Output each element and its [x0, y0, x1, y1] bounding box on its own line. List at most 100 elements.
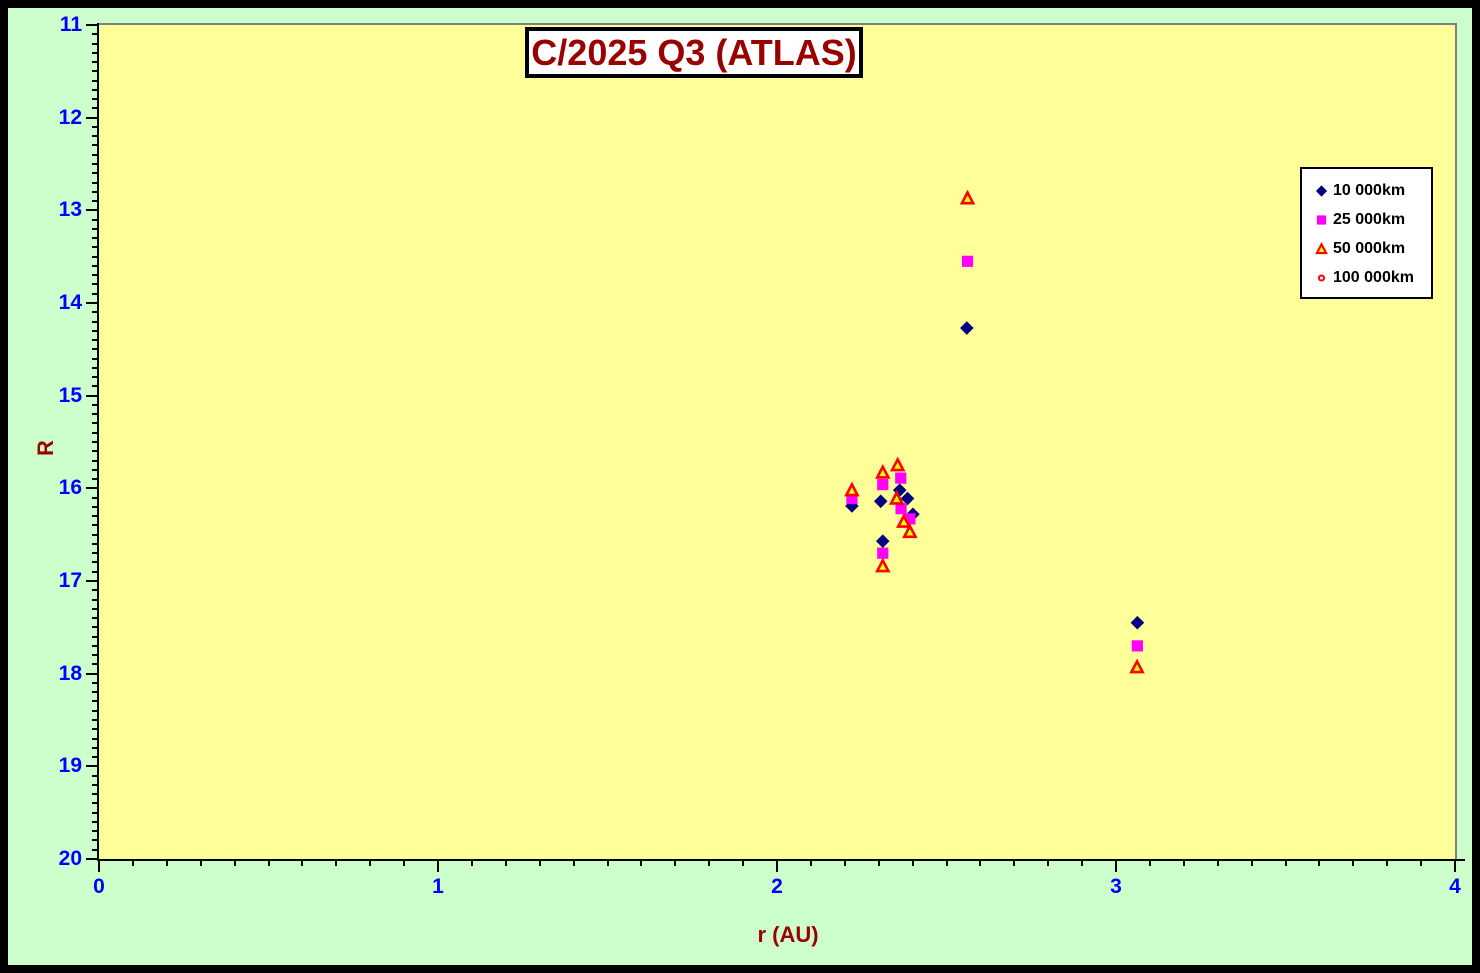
marker-square [877, 547, 889, 559]
tick-mark [92, 681, 97, 684]
tick-mark [92, 783, 97, 786]
tick-mark [92, 542, 97, 545]
tick-mark [1182, 861, 1185, 866]
tick-mark [92, 644, 97, 647]
marker-triangle [1315, 241, 1328, 255]
tick-mark [708, 861, 711, 866]
marker-triangle [1129, 658, 1145, 674]
tick-mark [470, 861, 473, 866]
tick-mark [86, 858, 97, 860]
y-tick-label: 12 [58, 105, 82, 129]
legend-item-10000km: 10 000km [1302, 176, 1431, 205]
marker-triangle [875, 463, 891, 479]
triangle-icon [1315, 241, 1328, 255]
tick-mark [92, 515, 97, 518]
tick-mark [92, 200, 97, 203]
tick-mark [911, 861, 914, 866]
tick-mark [92, 320, 97, 323]
circle-icon [1317, 274, 1326, 282]
tick-mark [92, 413, 97, 416]
tick-mark [538, 861, 541, 866]
tick-mark [92, 505, 97, 508]
y-tick-label: 17 [58, 569, 82, 592]
tick-mark [92, 570, 97, 573]
marker-circle [1317, 274, 1326, 282]
tick-mark [86, 765, 97, 768]
y-axis-line [97, 23, 99, 861]
tick-mark [1216, 861, 1219, 866]
tick-mark [979, 861, 982, 866]
y-tick-label: 20 [58, 847, 82, 870]
tick-mark [92, 79, 97, 82]
marker-triangle [896, 513, 912, 528]
tick-mark [1013, 861, 1016, 866]
y-tick-label: 13 [58, 198, 82, 222]
tick-mark [233, 861, 236, 866]
y-tick-label: 19 [58, 754, 82, 778]
tick-mark [92, 848, 97, 851]
tick-mark [1386, 861, 1389, 866]
tick-mark [504, 861, 507, 866]
tick-mark [92, 617, 97, 620]
tick-mark [369, 861, 372, 866]
marker-diamond [960, 321, 974, 335]
tick-mark [776, 861, 778, 872]
tick-mark [98, 861, 100, 872]
tick-mark [92, 274, 97, 277]
tick-mark [92, 125, 97, 128]
marker-square [1131, 640, 1143, 652]
tick-mark [1115, 861, 1117, 872]
diamond-icon [1315, 185, 1328, 197]
marker-square [846, 492, 858, 505]
tick-mark [92, 820, 97, 823]
tick-mark [92, 746, 97, 749]
marker-diamond [892, 483, 907, 497]
tick-mark [92, 478, 97, 481]
tick-mark [86, 487, 97, 490]
tick-mark [674, 861, 677, 866]
tick-mark [92, 61, 97, 64]
tick-mark [92, 654, 97, 657]
tick-mark [92, 839, 97, 842]
tick-mark [92, 70, 97, 73]
tick-mark [92, 51, 97, 54]
tick-mark [742, 861, 745, 866]
y-tick-label: 14 [58, 291, 82, 314]
tick-mark [92, 431, 97, 434]
tick-mark [92, 163, 97, 165]
tick-mark [92, 802, 97, 805]
marker-triangle [875, 557, 891, 573]
tick-mark [92, 728, 97, 731]
tick-mark [92, 98, 97, 101]
legend-box: 10 000km 25 000km 50 000km 100 000km [1300, 167, 1433, 299]
tick-mark [92, 107, 97, 110]
tick-mark [92, 339, 97, 342]
marker-triangle [844, 481, 860, 497]
y-tick-label: 16 [58, 476, 82, 500]
tick-mark [92, 218, 97, 221]
legend-label: 50 000km [1333, 239, 1406, 257]
tick-mark [92, 793, 97, 796]
tick-mark [92, 830, 97, 833]
tick-mark [92, 246, 97, 249]
tick-mark [92, 255, 97, 258]
tick-mark [92, 589, 97, 592]
legend-item-50000km: 50 000km [1302, 234, 1431, 263]
tick-mark [809, 861, 812, 866]
y-tick-label: 11 [59, 13, 82, 36]
tick-mark [92, 385, 97, 388]
x-axis-line [97, 859, 1465, 861]
legend-label: 100 000km [1333, 268, 1414, 286]
tick-mark [1352, 861, 1355, 866]
tick-mark [92, 366, 97, 369]
tick-mark [92, 88, 97, 91]
marker-diamond [900, 491, 915, 506]
tick-mark [1081, 861, 1084, 866]
y-tick-label: 18 [58, 661, 82, 685]
x-tick-label: 2 [771, 875, 783, 898]
x-axis-title: r (AU) [757, 922, 819, 947]
tick-mark [92, 496, 97, 499]
tick-mark [92, 144, 97, 147]
tick-mark [1420, 861, 1423, 866]
tick-mark [92, 719, 97, 721]
